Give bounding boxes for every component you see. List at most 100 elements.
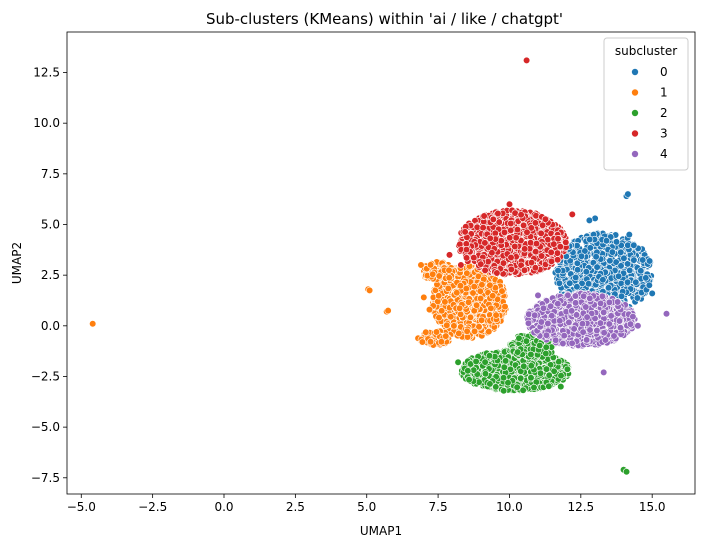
data-point	[581, 247, 589, 255]
data-point	[599, 276, 607, 284]
data-point	[444, 284, 452, 293]
data-point	[542, 365, 551, 373]
data-point	[472, 357, 480, 366]
data-point	[604, 284, 613, 292]
data-point	[586, 235, 594, 244]
data-point	[637, 267, 645, 275]
data-point	[521, 245, 529, 253]
data-point	[504, 379, 512, 387]
data-point	[556, 243, 564, 251]
data-point	[624, 241, 632, 249]
data-point	[620, 254, 628, 262]
data-point	[545, 371, 553, 379]
data-point	[465, 376, 473, 384]
data-point	[500, 387, 508, 395]
data-point	[445, 274, 453, 282]
data-point	[366, 286, 374, 295]
points-layer	[89, 56, 671, 476]
data-point	[481, 370, 490, 378]
data-point	[481, 358, 489, 366]
data-point	[624, 190, 632, 198]
data-point	[427, 338, 435, 346]
data-point	[566, 279, 574, 287]
data-point	[536, 341, 544, 350]
data-point	[453, 289, 461, 297]
data-point	[466, 313, 475, 322]
data-point	[429, 270, 437, 278]
data-point	[532, 212, 540, 220]
data-point	[493, 269, 501, 277]
data-point	[501, 303, 509, 311]
data-point	[522, 56, 531, 65]
data-point	[547, 248, 555, 256]
data-point	[435, 272, 443, 280]
data-point	[511, 242, 519, 251]
data-point	[486, 380, 494, 388]
data-point	[536, 369, 545, 377]
data-point	[557, 372, 565, 380]
data-point	[523, 228, 531, 236]
data-point	[473, 223, 481, 231]
data-point	[585, 216, 594, 224]
data-point	[515, 334, 523, 342]
data-point	[527, 374, 535, 382]
data-point	[485, 352, 494, 360]
data-point	[456, 304, 464, 312]
data-point	[542, 349, 550, 358]
data-point	[537, 252, 546, 260]
data-point	[437, 338, 446, 346]
data-point	[517, 374, 525, 382]
data-point	[562, 238, 570, 246]
data-point	[435, 314, 443, 322]
data-point	[614, 272, 623, 280]
data-point	[513, 383, 521, 391]
data-point	[538, 221, 547, 229]
data-point	[478, 316, 486, 324]
data-point	[606, 257, 614, 265]
data-point	[470, 366, 478, 374]
data-point	[522, 337, 531, 345]
data-point	[486, 281, 494, 289]
data-point	[554, 267, 562, 275]
data-point	[547, 257, 556, 266]
data-point	[623, 260, 632, 268]
data-point	[531, 264, 540, 272]
data-point	[520, 266, 529, 274]
data-point	[577, 252, 586, 260]
data-point	[553, 256, 562, 264]
data-point	[500, 228, 509, 236]
data-point	[645, 257, 654, 265]
data-point	[506, 234, 514, 242]
data-point	[505, 200, 514, 208]
data-point	[555, 279, 564, 287]
data-point	[476, 287, 484, 295]
chart-title: Sub-clusters (KMeans) within 'ai / like …	[206, 10, 563, 28]
data-point	[427, 261, 435, 269]
data-point	[443, 321, 451, 329]
data-point	[470, 254, 478, 262]
data-point	[550, 240, 558, 248]
data-point	[457, 261, 465, 269]
data-point	[447, 313, 455, 321]
data-point	[530, 383, 538, 392]
data-point	[639, 256, 647, 264]
data-point	[488, 249, 496, 257]
data-point	[630, 241, 638, 249]
data-point	[432, 328, 441, 336]
data-point	[478, 281, 486, 289]
data-point	[542, 343, 550, 351]
data-point	[623, 278, 632, 286]
data-point	[513, 226, 522, 234]
data-point	[573, 266, 582, 274]
data-point	[527, 362, 535, 370]
data-point	[477, 260, 485, 268]
data-point	[463, 269, 471, 277]
data-point	[514, 348, 522, 356]
data-point	[633, 294, 642, 302]
data-point	[462, 285, 470, 293]
data-point	[486, 234, 494, 242]
data-point	[563, 365, 572, 373]
data-point	[418, 338, 427, 346]
data-point	[470, 283, 478, 291]
data-point	[507, 219, 515, 228]
